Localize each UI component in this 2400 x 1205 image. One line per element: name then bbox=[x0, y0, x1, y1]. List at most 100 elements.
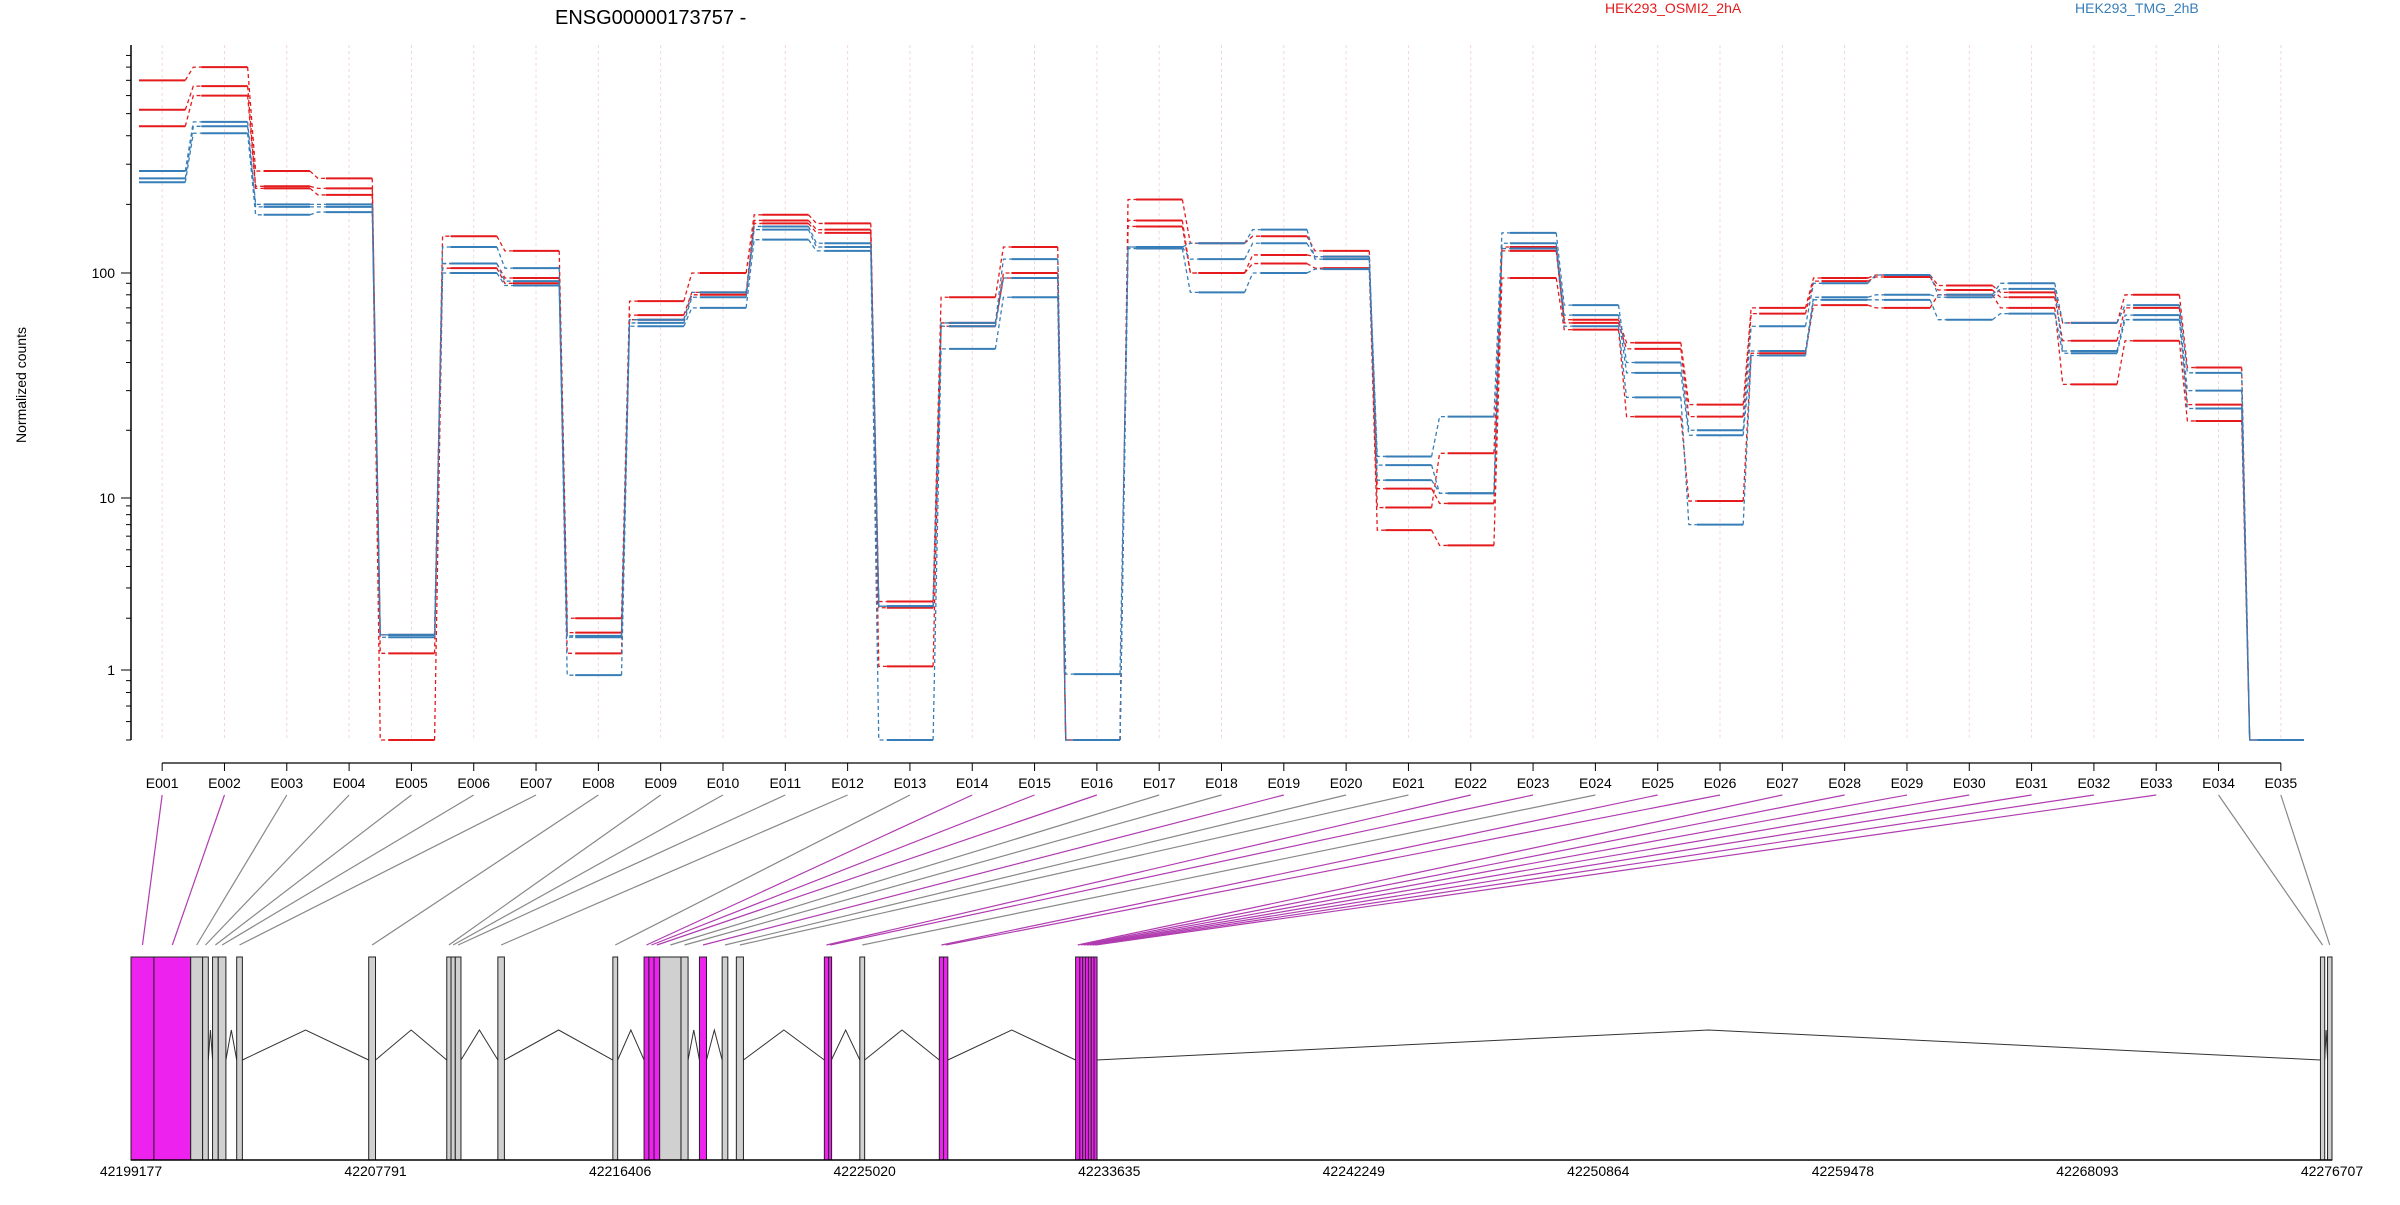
data-connector bbox=[433, 262, 451, 635]
exon-box bbox=[680, 956, 689, 1161]
data-connector bbox=[994, 296, 1012, 349]
data-connector bbox=[496, 263, 513, 279]
intron-junction bbox=[460, 1029, 499, 1061]
data-connector bbox=[1555, 248, 1573, 327]
intron-junction bbox=[743, 1029, 825, 1061]
data-connector bbox=[309, 170, 326, 180]
intron-junction bbox=[1096, 1029, 2321, 1061]
data-connector bbox=[1368, 269, 1386, 481]
exon-connector bbox=[215, 794, 412, 946]
data-connector bbox=[1368, 250, 1386, 509]
data-connector bbox=[1431, 488, 1448, 505]
exon-connector bbox=[2218, 794, 2324, 946]
x-tick-label: E025 bbox=[1641, 775, 1674, 791]
data-connector bbox=[1181, 226, 1199, 274]
data-connector bbox=[1804, 280, 1822, 314]
data-connector bbox=[1867, 274, 1884, 284]
data-connector bbox=[1804, 299, 1822, 356]
x-tick-label: E023 bbox=[1517, 775, 1550, 791]
data-connector bbox=[1555, 277, 1573, 331]
exon-box bbox=[236, 956, 243, 1161]
x-tick-label: E019 bbox=[1267, 775, 1300, 791]
data-connector bbox=[1742, 354, 1760, 525]
data-connector bbox=[1244, 228, 1261, 244]
x-tick-label: E033 bbox=[2140, 775, 2173, 791]
data-connector bbox=[1929, 274, 1947, 296]
data-connector bbox=[1057, 278, 1074, 741]
exon-connector bbox=[614, 794, 911, 946]
exon-box bbox=[659, 956, 682, 1161]
data-connector bbox=[1804, 296, 1822, 352]
genomic-tick-label: 42233635 bbox=[1078, 1163, 1141, 1179]
data-connector bbox=[932, 325, 950, 607]
data-connector bbox=[184, 66, 202, 81]
data-connector bbox=[246, 86, 264, 187]
data-connector bbox=[309, 211, 326, 216]
data-connector bbox=[1555, 250, 1573, 324]
data-connector bbox=[1119, 219, 1137, 741]
data-connector bbox=[1617, 315, 1635, 374]
x-tick-label: E007 bbox=[520, 775, 553, 791]
data-connector bbox=[1991, 282, 2009, 296]
exon-connector bbox=[702, 794, 1284, 946]
data-connector bbox=[1555, 232, 1573, 306]
data-connector bbox=[309, 185, 326, 190]
intron-junction bbox=[864, 1029, 940, 1061]
data-connector bbox=[246, 95, 264, 190]
data-connector bbox=[683, 291, 700, 320]
data-connector bbox=[870, 232, 887, 609]
data-connector bbox=[1680, 397, 1697, 526]
data-connector bbox=[1867, 294, 1884, 298]
x-tick-label: E032 bbox=[2078, 775, 2111, 791]
exon-box bbox=[368, 956, 377, 1161]
data-connector bbox=[1368, 256, 1386, 466]
x-tick-label: E035 bbox=[2264, 775, 2297, 791]
x-tick-label: E022 bbox=[1454, 775, 1487, 791]
exon-connector bbox=[371, 794, 599, 946]
data-connector bbox=[1493, 250, 1510, 504]
intron-junction bbox=[687, 1029, 700, 1061]
data-connector bbox=[184, 132, 202, 183]
data-connector bbox=[745, 214, 763, 274]
x-tick-label: E008 bbox=[582, 775, 615, 791]
x-tick-label: E014 bbox=[956, 775, 989, 791]
data-connector bbox=[1057, 272, 1074, 741]
exon-connector bbox=[826, 794, 1471, 946]
data-connector bbox=[2116, 304, 2134, 324]
data-connector bbox=[2241, 372, 2258, 741]
exon-box bbox=[153, 956, 192, 1161]
x-tick-label: E026 bbox=[1704, 775, 1737, 791]
data-connector bbox=[496, 235, 513, 252]
exon-connector bbox=[457, 794, 786, 946]
data-connector bbox=[433, 262, 451, 635]
x-tick-label: E024 bbox=[1579, 775, 1612, 791]
data-connector bbox=[1929, 276, 1947, 291]
data-connector bbox=[1119, 246, 1137, 741]
data-connector bbox=[1867, 276, 1884, 282]
data-connector bbox=[1057, 278, 1074, 741]
data-connector bbox=[870, 247, 887, 607]
data-connector bbox=[1992, 312, 2009, 321]
data-connector bbox=[496, 272, 513, 287]
data-connector bbox=[1555, 246, 1573, 321]
exon-connector bbox=[684, 794, 1222, 946]
data-connector bbox=[2116, 314, 2134, 352]
data-connector bbox=[994, 246, 1012, 298]
y-tick-label: 1 bbox=[107, 662, 115, 678]
intron-junction bbox=[375, 1029, 448, 1061]
data-connector bbox=[1430, 464, 1448, 494]
data-connector bbox=[1742, 352, 1760, 502]
data-connector bbox=[994, 258, 1012, 323]
data-connector bbox=[620, 322, 638, 636]
data-connector bbox=[1181, 248, 1199, 294]
data-connector bbox=[683, 272, 700, 302]
data-connector bbox=[309, 187, 326, 196]
data-connector bbox=[745, 228, 763, 298]
exon-connector bbox=[1077, 794, 1783, 946]
data-connector bbox=[745, 225, 763, 293]
data-connector bbox=[2241, 367, 2258, 741]
legend-entry: HEK293_OSMI2_2hA bbox=[1605, 0, 1742, 16]
data-connector bbox=[1617, 329, 1635, 418]
exon-connector bbox=[1089, 794, 2032, 946]
